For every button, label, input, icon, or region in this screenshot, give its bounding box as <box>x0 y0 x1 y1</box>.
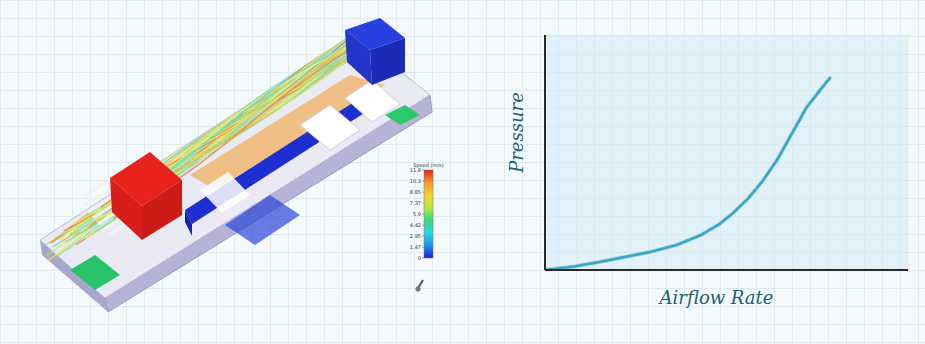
streamline <box>98 40 368 224</box>
colorbar-tick <box>422 170 424 171</box>
colorbar-tick <box>422 225 424 226</box>
x-axis <box>545 269 908 271</box>
plot-area <box>545 35 908 270</box>
x-axis-label: Airflow Rate <box>658 287 774 308</box>
curve <box>545 78 830 270</box>
colorbar-tick-label: 8.85 <box>410 189 421 195</box>
blue-duct <box>185 210 192 236</box>
colorbar-gradient <box>424 170 433 258</box>
colorbar-tick-label: 7.37 <box>410 200 421 206</box>
colorbar-tick-label: 11.8 <box>410 167 421 173</box>
y-axis <box>544 35 546 270</box>
colorbar-tick-label: 0 <box>418 255 421 261</box>
colorbar-tick-label: 4.42 <box>410 222 421 228</box>
white-box <box>300 105 360 150</box>
y-axis-label: Pressure <box>506 92 527 174</box>
colorbar-tick-label: 5.9 <box>413 211 421 217</box>
colorbar-tick <box>422 192 424 193</box>
red-unit <box>110 178 142 240</box>
colorbar-tick <box>422 236 424 237</box>
white-box <box>200 172 250 213</box>
chart: Airflow Rate Pressure <box>506 35 908 308</box>
colorbar-tick-label: 10.3 <box>410 178 421 184</box>
blue-unit <box>345 30 372 85</box>
colorbar-tick <box>422 247 424 248</box>
container-floor <box>40 35 430 298</box>
streamlines <box>45 22 375 261</box>
canvas: Speed (m/s)01.472.954.425.97.378.8510.31… <box>0 0 925 344</box>
colorbar-tick <box>422 203 424 204</box>
streamline <box>104 40 370 225</box>
white-box <box>345 80 400 122</box>
curve-shadow <box>545 78 830 270</box>
triad-origin <box>416 287 421 292</box>
floor-panel <box>70 255 120 290</box>
streamline <box>107 39 372 220</box>
colorbar-tick-label: 2.95 <box>410 233 421 239</box>
colorbar-tick-label: 1.47 <box>410 244 421 250</box>
colorbar-tick <box>422 258 424 259</box>
blue-unit <box>370 38 405 85</box>
page: Speed (m/s)01.472.954.425.97.378.8510.31… <box>0 0 925 344</box>
cfd-render <box>40 18 432 312</box>
colorbar-tick <box>422 181 424 182</box>
colorbar: Speed (m/s)01.472.954.425.97.378.8510.31… <box>410 162 444 261</box>
red-unit <box>142 180 182 240</box>
colorbar-tick <box>422 214 424 215</box>
axis-triad <box>416 280 424 292</box>
marks <box>545 78 830 270</box>
